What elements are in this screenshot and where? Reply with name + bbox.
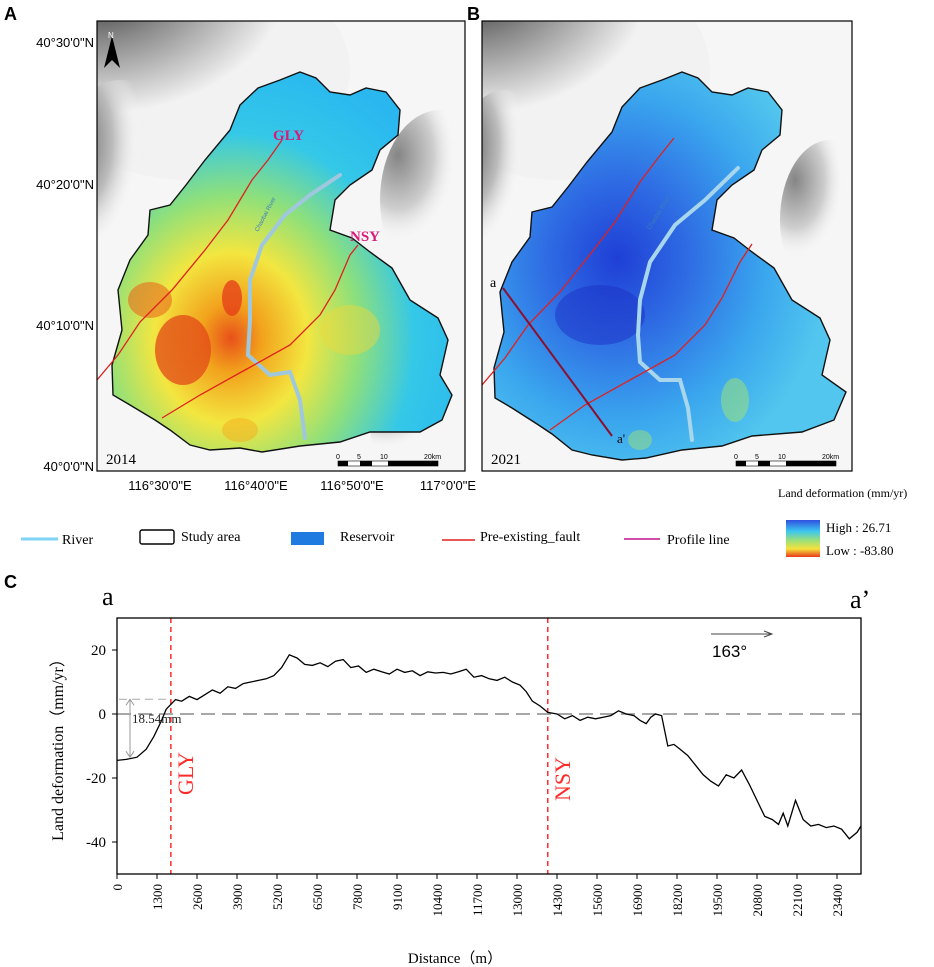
map-frame-b xyxy=(481,20,853,472)
svg-text:5: 5 xyxy=(755,454,759,461)
x-tick-label: 13000 xyxy=(510,884,525,917)
x-tick-label: 16900 xyxy=(630,884,645,917)
direction-indicator: 163° xyxy=(711,630,774,661)
y-tick-label: -40 xyxy=(86,835,106,851)
fault-nsy-b xyxy=(549,243,753,431)
legend-reservoir-swatch xyxy=(291,532,324,545)
colorbar-title: Land deformation (mm/yr) xyxy=(778,486,907,500)
x-tick-label: 23400 xyxy=(830,884,845,917)
panel-label-b: B xyxy=(467,4,480,24)
offset-annotation: 18.54mm xyxy=(132,711,181,726)
x-tick-label: 19500 xyxy=(710,884,725,917)
longitude-labels: 116°30'0"E 116°40'0"E 116°50'0"E 117°0'0… xyxy=(128,478,476,493)
svg-text:10: 10 xyxy=(778,454,786,461)
offset-arrow-down-icon xyxy=(125,750,135,759)
x-tick-label: 9100 xyxy=(390,884,405,910)
colorbar-low-label: Low : -83.80 xyxy=(826,543,894,558)
lat-label: 40°20'0"N xyxy=(36,177,94,192)
colorbar xyxy=(786,520,820,557)
x-tick-label: 15600 xyxy=(590,884,605,917)
scale-bar-b: 0 5 10 20km xyxy=(734,454,839,467)
map-panel-a: A Chaobai River GLY NSY xyxy=(4,4,466,472)
profile-line xyxy=(502,287,613,437)
colorbar-high-label: High : 26.71 xyxy=(826,520,891,535)
x-tick-label: 10400 xyxy=(430,884,445,917)
north-arrow-icon: N xyxy=(104,31,120,68)
y-tick-label: 20 xyxy=(91,643,106,659)
lat-label: 40°10'0"N xyxy=(36,318,94,333)
fault-gly-b xyxy=(482,137,675,386)
svg-text:20km: 20km xyxy=(424,454,441,461)
panel-label-c: C xyxy=(4,572,17,592)
x-axis-label: Distance（m） xyxy=(408,950,502,967)
profile-start-label-b: a xyxy=(490,276,497,291)
x-tick-label: 0 xyxy=(110,884,125,891)
profile-start-label: a xyxy=(102,582,114,611)
panel-label-a: A xyxy=(4,4,17,24)
offset-arrow-up-icon xyxy=(125,698,135,706)
svg-text:0: 0 xyxy=(734,454,738,461)
svg-text:5: 5 xyxy=(357,454,361,461)
svg-text:0: 0 xyxy=(336,454,340,461)
lon-label: 117°0'0"E xyxy=(420,478,476,493)
scale-bar-a: 0 5 10 20km xyxy=(336,454,441,467)
svg-text:10: 10 xyxy=(380,454,388,461)
profile-end-label-b: a' xyxy=(617,431,625,446)
lon-label: 116°40'0"E xyxy=(224,478,288,493)
x-tick-label: 3900 xyxy=(230,884,245,910)
river-a xyxy=(245,173,342,440)
profile-series-line xyxy=(117,653,861,840)
x-tick-label: 18200 xyxy=(670,884,685,917)
legend-study-area-swatch xyxy=(139,529,175,545)
year-label-b: 2021 xyxy=(491,452,521,468)
direction-label: 163° xyxy=(712,642,747,661)
legend-fault-label: Pre-existing_fault xyxy=(480,530,580,545)
latitude-labels: 40°30'0"N 40°20'0"N 40°10'0"N 40°0'0"N xyxy=(36,35,94,474)
fault-label-nsy-a: NSY xyxy=(350,229,380,245)
x-tick-label: 22100 xyxy=(790,884,805,917)
x-tick-label: 5200 xyxy=(270,884,285,910)
map-panel-b: B Chaobai River a a' 2021 0 5 10 xyxy=(467,4,853,472)
legend-reservoir-label: Reservoir xyxy=(340,530,395,545)
svg-text:N: N xyxy=(108,31,114,40)
legend: River Study area Reservoir Pre-existing_… xyxy=(21,486,907,558)
x-tick-label: 6500 xyxy=(310,884,325,910)
year-label-a: 2014 xyxy=(106,452,137,468)
x-tick-label: 7800 xyxy=(350,884,365,910)
fault-marker-label: GLY xyxy=(173,752,198,795)
y-tick-label: -20 xyxy=(86,771,106,787)
legend-profile-label: Profile line xyxy=(667,533,730,548)
fault-gly-a xyxy=(97,139,283,381)
svg-text:20km: 20km xyxy=(822,454,839,461)
profile-end-label: a’ xyxy=(850,585,870,614)
x-tick-label: 1300 xyxy=(150,884,165,910)
x-tick-label: 14300 xyxy=(550,884,565,917)
x-tick-label: 20800 xyxy=(750,884,765,917)
legend-river-label: River xyxy=(62,533,93,548)
subsidence-hotspot xyxy=(155,315,211,385)
profile-chart: C a a’ 18.54mm GLY NSY 0 1300 2600 3900 5200 65… xyxy=(4,572,870,967)
lat-label: 40°0'0"N xyxy=(43,459,94,474)
x-tick-label: 2600 xyxy=(190,884,205,910)
lon-label: 116°30'0"E xyxy=(128,478,192,493)
fault-label-gly-a: GLY xyxy=(273,128,304,144)
y-axis-label: Land deformation（mm/yr） xyxy=(49,651,67,841)
y-tick-label: 0 xyxy=(99,707,107,723)
plot-frame xyxy=(116,617,862,875)
legend-study-area-label: Study area xyxy=(181,530,241,545)
study-area-b xyxy=(493,71,847,461)
river-b xyxy=(635,166,740,442)
x-tick-label: 11700 xyxy=(470,884,485,916)
fault-marker-label: NSY xyxy=(550,757,575,801)
subsidence-hotspot-b xyxy=(555,285,645,345)
fault-nsy-a xyxy=(161,244,359,419)
map-frame-a xyxy=(96,20,466,472)
lat-label: 40°30'0"N xyxy=(36,35,94,50)
lon-label: 116°50'0"E xyxy=(320,478,384,493)
